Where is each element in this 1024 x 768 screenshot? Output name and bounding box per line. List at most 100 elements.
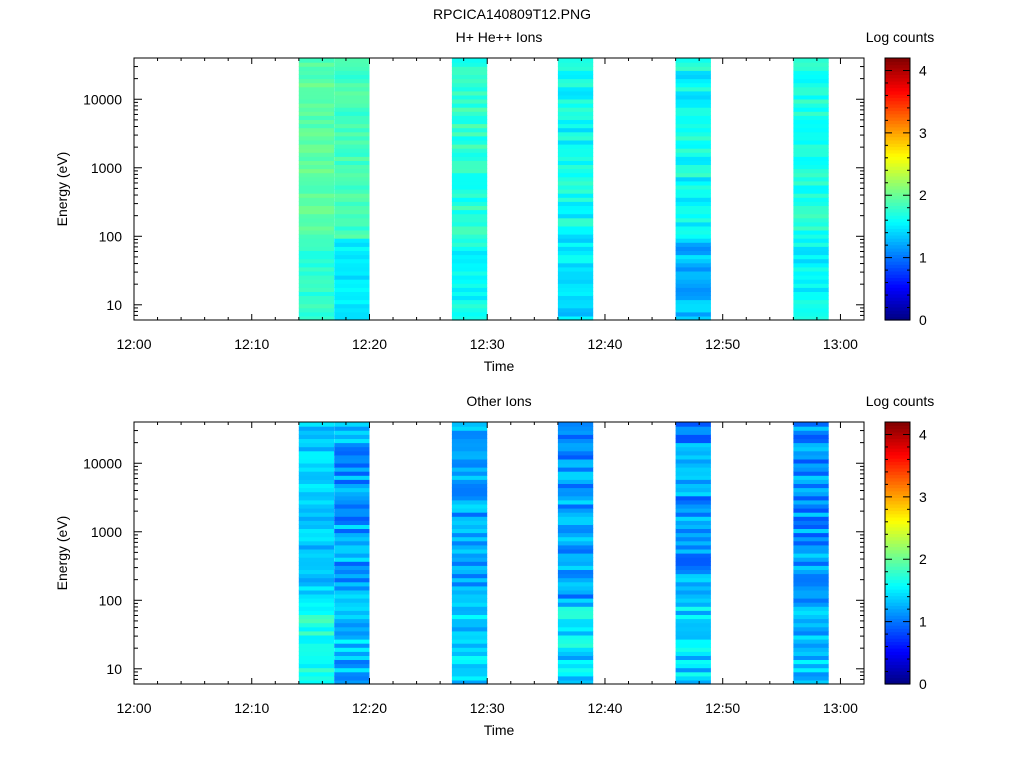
spectrogram-cell [334,303,370,309]
colorbar-segment [885,189,910,193]
spectrogram-cell [557,430,594,435]
spectrogram-cell [557,475,594,480]
spectrogram-cell [675,156,711,161]
spectrogram-cell [675,503,711,509]
colorbar-segment [885,585,910,590]
spectrogram-cell [334,655,370,660]
spectrogram-cell [451,160,488,165]
spectrogram-cell [793,246,829,251]
spectrogram-cell [298,491,335,497]
spectrogram-cell [451,458,488,464]
spectrogram-cell [298,148,335,153]
spectrogram-cell [557,454,594,460]
spectrogram-cell [675,450,711,456]
spectrogram-cell [334,561,370,566]
spectrogram-cell [675,426,711,431]
spectrogram-cell [334,156,370,161]
plot-frame [133,421,865,685]
spectrogram-cell [298,643,335,648]
colorbar-segment [885,218,910,223]
spectrogram-cell [557,630,594,636]
colorbar-segment [885,510,910,515]
spectrogram-cell [557,602,594,607]
spectrogram-cell [451,94,488,100]
spectrogram-cell [557,78,594,84]
spectrogram-cell [334,213,370,219]
spectrogram-cell [675,119,711,125]
spectrogram-cell [334,495,370,501]
spectrogram-cell [298,593,335,599]
spectrogram-cell [675,299,711,305]
spectrogram-cell [557,651,594,656]
colorbar-segment [885,530,910,534]
colorbar-frame [884,421,911,685]
spectrogram-cell [334,508,370,513]
colorbar-segment [885,631,910,636]
colorbar-segment [885,280,910,285]
spectrogram-cell [334,148,370,153]
spectrogram-cell [557,659,594,665]
spectrogram-cell [793,651,829,656]
spectrogram-cell [557,532,594,538]
spectrogram-cell [334,258,370,264]
y-tick-label: 100 [99,228,123,244]
spectrogram-cell [451,516,488,521]
spectrogram-cell [675,467,711,472]
spectrogram-cell [675,94,711,100]
spectrogram-cell [793,467,829,472]
spectrogram-cell [298,279,335,284]
colorbar-tick-label: 0 [919,676,927,692]
spectrogram-band [451,58,488,321]
colorbar-segment [885,438,910,443]
colorbar-segment [885,425,910,430]
spectrogram-cell [793,663,829,669]
colorbar-segment [885,533,910,538]
colorbar-segment [885,225,910,229]
colorbar-segment [885,211,910,216]
panel-title: H+ He++ Ions [455,29,543,45]
spectrogram-cell [334,577,370,583]
spectrogram-cell [334,639,370,644]
colorbar-segment [885,58,910,62]
spectrogram-cell [557,254,594,260]
spectrogram-cell [334,422,370,427]
spectrogram-cell [334,438,370,444]
spectrogram-cell [451,589,488,595]
spectrogram-cell [451,295,488,301]
colorbar-segment [885,61,910,66]
spectrogram-cell [298,144,335,149]
spectrogram-cell [793,499,829,505]
spectrogram-cell [451,573,488,579]
spectrogram-cell [793,426,829,431]
spectrogram-cell [557,184,594,190]
spectrogram-cell [793,74,829,80]
spectrogram-cell [675,184,711,190]
spectrogram-cell [675,573,711,579]
colorbar-segment [885,647,910,652]
spectrogram-cell [451,144,488,149]
spectrogram-cell [557,152,594,157]
colorbar-segment [885,516,910,521]
spectrogram-cell [334,557,370,562]
spectrogram-cell [298,479,335,484]
spectrogram-cell [451,193,488,198]
spectrogram-cell [298,446,335,452]
spectrogram-cell [675,229,711,235]
spectrogram-cell [793,90,829,96]
colorbar-segment [885,261,910,265]
spectrogram-cell [793,536,829,542]
spectrogram-cell [675,221,711,227]
spectrogram-cell [298,156,335,161]
spectrogram-cell [793,487,829,493]
spectrogram-cell [793,250,829,256]
spectrogram-cell [334,516,370,521]
spectrogram-cell [298,610,335,615]
spectrogram-cell [334,275,370,280]
spectrogram-cell [298,262,335,268]
spectrogram-cell [557,82,594,88]
spectrogram-cell [334,176,370,182]
colorbar-segment [885,507,910,512]
colorbar-segment [885,572,910,577]
spectrogram-cell [334,209,370,215]
spectrogram-cell [334,160,370,165]
